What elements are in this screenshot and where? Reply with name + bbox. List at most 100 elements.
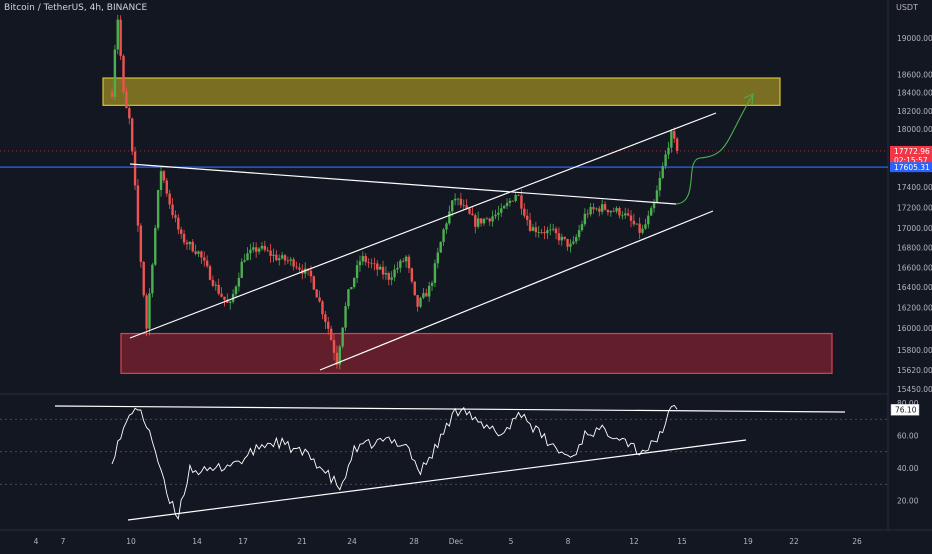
price-tick-label: 17000.00 — [897, 224, 932, 233]
candle-body — [670, 131, 673, 148]
candle-body — [197, 251, 200, 254]
price-tick-label: 19000.00 — [897, 34, 932, 43]
price-tick-label: 18400.00 — [897, 89, 932, 98]
time-tick-label: 22 — [789, 537, 799, 546]
candle-body — [649, 208, 653, 216]
candle-body — [442, 229, 445, 242]
candle-body — [260, 245, 264, 249]
candle-body — [151, 264, 154, 294]
candle-body — [456, 198, 460, 200]
candle-body — [407, 256, 411, 269]
candle-body — [203, 257, 206, 261]
demand-zone — [120, 332, 833, 374]
candle-body — [298, 267, 301, 270]
candle-body — [208, 266, 212, 280]
candle-body — [283, 255, 287, 261]
candle-body — [214, 284, 217, 286]
candle-body — [606, 209, 610, 213]
projection-arrowhead — [743, 93, 754, 105]
time-tick-label: 7 — [61, 537, 66, 546]
price-tick-label: 18600.00 — [897, 70, 932, 79]
candle-body — [338, 346, 341, 365]
candle-body — [263, 245, 267, 250]
candle-body — [413, 281, 416, 296]
price-axis-unit: USDT — [896, 3, 918, 12]
candle-body — [384, 273, 388, 275]
rsi-value-bg — [890, 404, 920, 416]
candle-body — [491, 216, 494, 222]
candle-body — [655, 190, 659, 203]
time-tick-label: Dec — [449, 537, 464, 546]
candle-body — [289, 259, 292, 261]
time-tick-label: 8 — [566, 537, 571, 546]
candle-body — [661, 166, 664, 178]
candle-body — [652, 202, 656, 209]
candle-body — [430, 282, 434, 286]
candle-body — [560, 236, 563, 241]
time-tick-label: 21 — [297, 537, 307, 546]
candle-body — [500, 208, 503, 213]
last-price-label-bg — [890, 145, 932, 165]
price-axis-ticks: 19000.00 18600.00 18400.00 18200.00 18000.00… — [897, 34, 932, 394]
candle-body — [471, 213, 474, 216]
candle-body — [254, 247, 258, 252]
candle-body — [373, 263, 376, 265]
candle-body — [139, 225, 143, 262]
candle-body — [390, 277, 393, 280]
candle-body — [246, 253, 249, 261]
candle-body — [180, 229, 183, 234]
candle-body — [361, 256, 365, 262]
last-price-label-text: 02:15:57 — [894, 156, 928, 165]
candle-body — [234, 286, 238, 295]
candle-body — [664, 154, 667, 167]
candle-body — [644, 224, 647, 229]
candle-body — [540, 231, 543, 233]
rsi-tick-label: 60.00 — [897, 432, 919, 441]
candle-body — [410, 268, 414, 282]
candle-body — [600, 204, 604, 212]
candle-body — [353, 277, 356, 288]
candle-body — [537, 231, 540, 233]
candle-body — [364, 256, 367, 263]
candle-body — [278, 258, 281, 261]
time-tick-label: 14 — [192, 537, 202, 546]
candle-body — [528, 219, 532, 231]
candle-body — [546, 230, 549, 234]
candle-body — [223, 296, 226, 300]
candle-body — [312, 276, 316, 290]
candle-body — [422, 293, 425, 298]
candle-body — [658, 177, 662, 191]
candle-body — [145, 295, 148, 329]
candle-body — [211, 279, 215, 286]
candle-body — [517, 194, 520, 196]
candle-body — [577, 230, 581, 238]
candle-body — [419, 297, 422, 307]
horizontal-level-label: 17605.31 — [890, 162, 932, 173]
rsi-tick-label: 40.00 — [897, 464, 919, 473]
candle-body — [344, 306, 347, 328]
candle-body — [554, 228, 558, 234]
candle-body — [592, 207, 595, 210]
price-tick-label: 16200.00 — [897, 304, 932, 313]
time-tick-label: 5 — [509, 537, 514, 546]
candle-body — [292, 259, 295, 267]
candle-body — [404, 256, 408, 262]
candle-body — [168, 193, 171, 205]
candle-body — [626, 213, 630, 216]
candle-body — [514, 194, 517, 201]
candle-body — [174, 215, 177, 218]
rsi-value-label: 76.10 — [890, 404, 920, 416]
candles — [110, 14, 679, 370]
symbol-title[interactable]: Bitcoin / TetherUS, 4h, BINANCE — [4, 3, 148, 13]
candle-body — [318, 297, 321, 302]
candle-body — [520, 195, 523, 209]
time-tick-label: 4 — [34, 537, 39, 546]
candle-body — [494, 214, 497, 217]
candle-body — [125, 91, 128, 109]
candle-body — [309, 270, 313, 277]
price-tick-label: 16000.00 — [897, 324, 932, 333]
candle-body — [315, 289, 318, 298]
